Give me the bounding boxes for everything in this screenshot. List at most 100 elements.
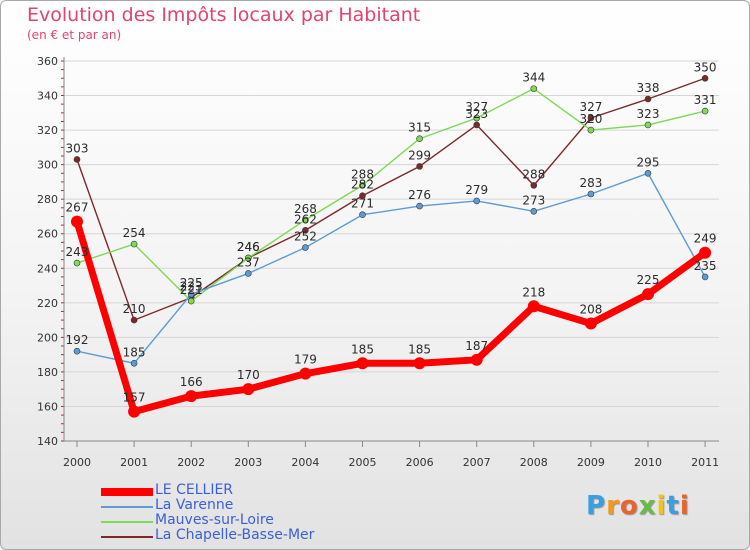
data-label: 246 [237,240,260,254]
chart-subtitle: (en € et par an) [27,28,122,42]
data-point [701,273,709,281]
data-point [130,359,138,367]
data-point [530,85,538,92]
legend-label: LE CELLIER [155,482,234,498]
data-point [187,297,195,305]
data-label: 350 [694,60,717,74]
data-label: 271 [351,197,374,211]
data-label: 187 [465,339,488,353]
data-point [644,95,652,103]
x-tick-label: 2000 [63,456,91,469]
data-point [587,190,595,198]
data-point [587,126,595,134]
y-tick-label: 200 [37,331,58,344]
data-point [416,135,423,143]
data-label: 295 [637,155,660,169]
legend-swatch [101,521,153,523]
data-label: 327 [465,100,488,114]
x-tick-label: 2009 [577,456,605,469]
data-point [73,156,81,163]
data-label: 323 [465,107,488,121]
data-point [701,74,709,82]
series-line-2 [76,87,706,302]
data-label: 221 [180,283,203,297]
logo-letter: o [619,491,639,521]
data-label: 192 [66,333,89,347]
x-tick-label: 2011 [691,456,719,469]
data-point [359,182,366,189]
logo-letter: i [656,491,667,521]
data-label: 282 [351,178,374,192]
data-point [185,390,198,403]
y-tick-label: 240 [37,262,58,275]
y-tick-label: 360 [37,55,58,68]
data-point [527,300,540,313]
y-tick-label: 140 [37,435,58,448]
data-point [644,169,652,177]
data-label: 223 [180,280,203,294]
series-line-3 [76,77,706,321]
data-label: 235 [694,259,717,273]
data-label: 208 [579,303,602,317]
data-point [71,215,83,228]
data-point [187,290,195,298]
data-label: 276 [408,188,431,202]
data-label: 225 [637,273,660,287]
x-tick-label: 2002 [177,456,205,469]
logo-letter: t [666,491,680,521]
series-layer [71,74,712,418]
data-label: 249 [694,232,717,246]
data-label: 210 [123,302,146,316]
proxiti-logo: Proxiti [586,491,690,521]
x-tick-label: 2001 [120,456,148,469]
data-point [701,107,709,115]
data-point [416,163,423,170]
data-point [302,244,309,251]
data-label: 157 [123,391,146,405]
data-point [73,259,81,267]
logo-letter: x [638,491,657,521]
data-point [587,114,595,122]
y-tick-label: 260 [37,228,58,241]
data-point [302,216,309,224]
data-point [130,240,138,248]
data-point [242,383,255,396]
legend-swatch [101,536,153,538]
data-label: 279 [465,183,488,197]
legend-swatch [101,488,153,496]
series-line-0 [73,218,709,416]
data-label: 170 [237,368,260,382]
y-tick-label: 180 [37,366,58,379]
data-label: 288 [351,167,374,181]
data-point [128,405,141,418]
data-label: 246 [237,240,260,254]
series-line-1 [76,172,706,364]
data-label: 344 [522,71,545,85]
data-label: 252 [294,230,317,244]
y-tick-label: 320 [37,124,58,137]
grid-layer [64,60,719,442]
data-point [73,347,81,355]
data-point [584,317,597,330]
data-label: 185 [408,342,431,356]
x-tick-label: 2004 [291,456,319,469]
data-point [530,182,538,189]
data-label: 268 [294,202,317,216]
data-label: 323 [637,107,660,121]
data-label: 185 [123,345,146,359]
legend-label: Mauves-sur-Loire [155,512,274,528]
y-tick-label: 160 [37,400,58,413]
data-label: 315 [408,121,431,135]
data-point [473,197,481,205]
y-tick-label: 340 [37,90,58,103]
x-tick-label: 2007 [463,456,491,469]
x-tick-label: 2005 [349,456,377,469]
data-point [699,246,712,259]
data-point [299,367,312,380]
data-point [530,207,538,215]
data-label: 237 [237,255,260,269]
data-label: 243 [66,245,89,259]
legend-label: La Chapelle-Basse-Mer [155,527,315,543]
x-tick-label: 2006 [406,456,434,469]
